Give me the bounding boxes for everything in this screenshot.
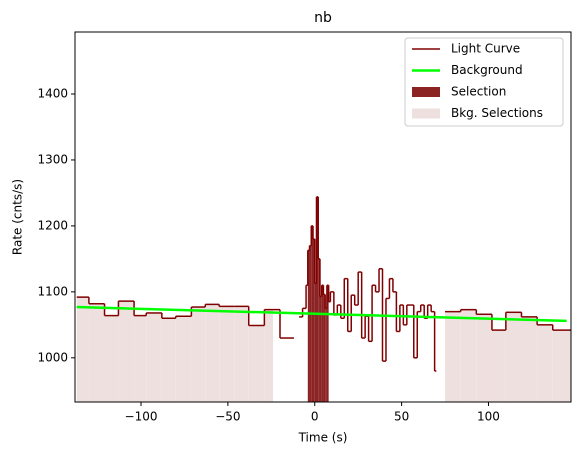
bkg-selection-fill bbox=[205, 304, 220, 402]
selection-fill bbox=[316, 196, 319, 402]
bkg-selection-fill bbox=[476, 314, 492, 402]
bkg-selection-fill bbox=[191, 307, 206, 402]
legend-swatch bbox=[412, 87, 440, 97]
bkg-selection-fill bbox=[460, 309, 477, 402]
bkg-selection-fill bbox=[552, 330, 571, 402]
selection-fill bbox=[307, 250, 310, 402]
bkg-selection-fill bbox=[175, 316, 192, 402]
selection-fill bbox=[309, 245, 312, 402]
bkg-selection-fill bbox=[88, 303, 105, 402]
legend-swatch bbox=[412, 108, 440, 119]
selection-fill bbox=[313, 239, 315, 402]
bkg-selection-fill bbox=[248, 325, 265, 402]
y-tick-label: 1400 bbox=[37, 86, 68, 100]
bkg-selection-fill bbox=[134, 315, 147, 402]
selection-fill bbox=[325, 308, 327, 402]
y-tick-label: 1000 bbox=[37, 350, 68, 364]
x-tick-label: −100 bbox=[125, 410, 158, 424]
bkg-selection-fill bbox=[161, 318, 176, 402]
selection-fill bbox=[318, 258, 320, 402]
x-tick-label: −50 bbox=[215, 410, 240, 424]
y-tick-label: 1100 bbox=[37, 284, 68, 298]
selection-fill bbox=[319, 296, 322, 402]
bkg-selection-fill bbox=[445, 311, 461, 402]
background-line bbox=[76, 305, 567, 323]
legend-box bbox=[404, 37, 564, 127]
bkg-selection-fill bbox=[146, 312, 162, 402]
bkg-selection-fill bbox=[521, 316, 538, 402]
bkg-selection-fill bbox=[118, 301, 135, 402]
legend-label: Bkg. Selections bbox=[451, 106, 543, 120]
bkg-selection-fill bbox=[219, 306, 235, 402]
bkg-selection-fill bbox=[234, 306, 249, 402]
bkg-selection-fill bbox=[264, 309, 274, 402]
x-tick-label: 50 bbox=[394, 410, 409, 424]
selection-fill bbox=[321, 285, 324, 402]
bkg-selection-fill bbox=[537, 324, 553, 402]
bkg-selection-fill bbox=[491, 330, 506, 402]
legend-label: Light Curve bbox=[451, 42, 520, 56]
legend-label: Selection bbox=[451, 85, 506, 99]
y-axis-label: Rate (cnts/s) bbox=[11, 179, 25, 255]
x-tick-label: 0 bbox=[311, 410, 319, 424]
bkg-selection-fill bbox=[76, 297, 89, 402]
y-tick-label: 1200 bbox=[37, 218, 68, 232]
legend-label: Background bbox=[451, 63, 523, 77]
bkg-selection-fill bbox=[104, 315, 119, 402]
x-tick-label: 100 bbox=[477, 410, 500, 424]
bkg-selection-fill bbox=[505, 312, 522, 402]
plot-frame bbox=[74, 31, 572, 403]
selection-fill bbox=[314, 283, 317, 402]
selection-fill bbox=[326, 285, 329, 402]
chart-title: nb bbox=[314, 10, 332, 26]
y-tick-label: 1300 bbox=[37, 152, 68, 166]
selection-fill bbox=[323, 294, 326, 402]
x-axis-label: Time (s) bbox=[298, 431, 348, 445]
